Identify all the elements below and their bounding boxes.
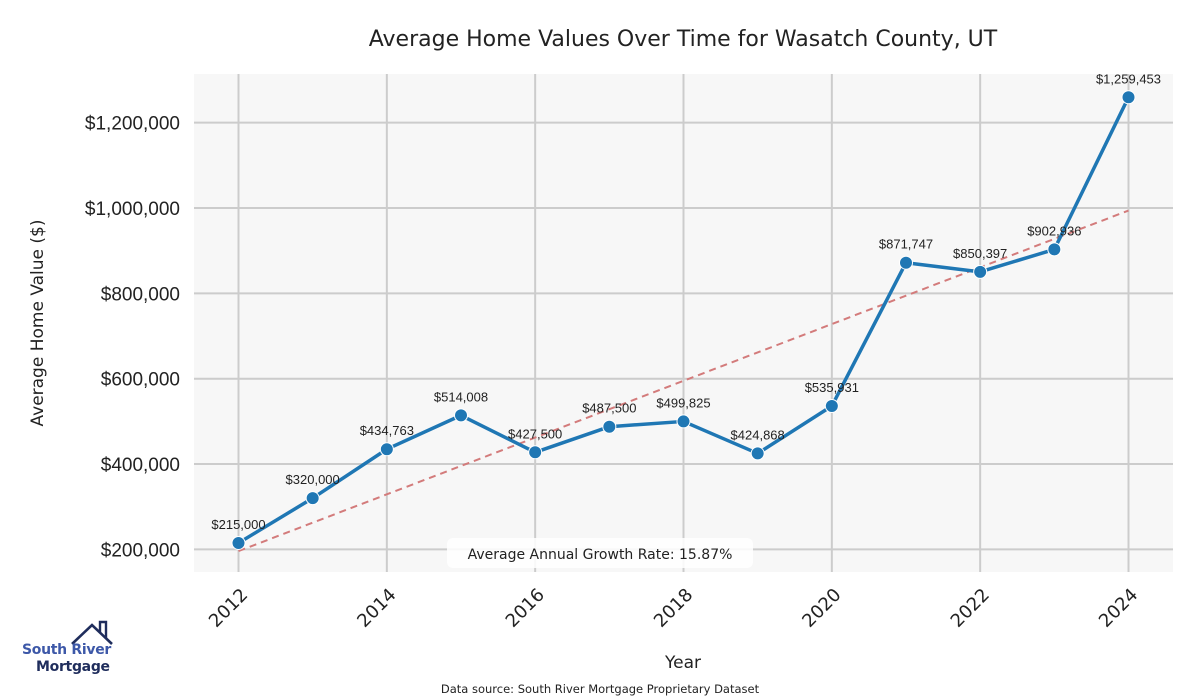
data-label: $215,000 (211, 517, 265, 532)
data-label: $1,259,453 (1096, 71, 1161, 86)
house-roof-icon (71, 620, 113, 645)
x-axis-label: Year (664, 653, 701, 673)
x-tick-label: 2014 (353, 584, 400, 631)
data-point (899, 255, 913, 270)
data-label: $499,825 (656, 395, 710, 410)
data-label: $487,500 (582, 401, 636, 416)
x-tick-label: 2018 (650, 584, 697, 631)
data-label: $427,500 (508, 426, 562, 441)
data-point (379, 442, 394, 457)
logo-text-line1: South River (22, 642, 112, 658)
x-tick-label: 2012 (205, 584, 252, 631)
data-point (1047, 242, 1062, 257)
data-label: $871,747 (879, 237, 933, 252)
south-river-mortgage-logo: South River Mortgage (22, 620, 118, 680)
y-tick-label: $800,000 (101, 284, 180, 305)
data-point (528, 445, 543, 460)
growth-rate-box (447, 538, 753, 568)
chart-title: Average Home Values Over Time for Wasatc… (369, 27, 998, 52)
data-labels: $215,000 $320,000 $434,763 $514,008 $427,500… (211, 71, 1161, 532)
data-label: $434,763 (360, 423, 414, 438)
data-point (824, 399, 839, 414)
data-point (231, 535, 246, 550)
y-axis-ticks: $200,000 $400,000 $600,000 $800,000 $1,000,0… (85, 114, 180, 562)
y-tick-label: $1,200,000 (85, 114, 180, 135)
growth-rate-text: Average Annual Growth Rate: 15.87% (468, 547, 733, 563)
x-tick-label: 2022 (947, 584, 994, 631)
gridlines (194, 74, 1173, 572)
data-point (1121, 90, 1136, 105)
data-point (602, 419, 617, 434)
data-source-note: Data source: South River Mortgage Propri… (441, 682, 760, 696)
data-label: $535,931 (805, 380, 859, 395)
x-tick-label: 2016 (502, 584, 549, 631)
y-tick-label: $600,000 (101, 370, 180, 391)
data-series (231, 90, 1136, 550)
data-label: $320,000 (286, 472, 340, 487)
y-tick-label: $200,000 (101, 540, 180, 561)
x-axis-ticks: 2012 2014 2016 2018 2020 2022 2024 (205, 584, 1142, 631)
y-tick-label: $400,000 (101, 455, 180, 476)
y-axis-label: Average Home Value ($) (28, 220, 48, 427)
data-point (305, 491, 320, 506)
x-tick-label: 2020 (798, 584, 845, 631)
data-label: $850,397 (953, 246, 1007, 261)
y-tick-label: $1,000,000 (85, 199, 180, 220)
growth-rate-annotation: Average Annual Growth Rate: 15.87% (447, 538, 753, 568)
data-point (973, 264, 988, 279)
data-point (750, 446, 765, 461)
data-label: $514,008 (434, 389, 488, 404)
data-label: $902,936 (1027, 223, 1081, 238)
data-point (454, 408, 468, 423)
data-point (676, 414, 691, 429)
x-tick-label: 2024 (1095, 584, 1142, 631)
data-label: $424,868 (731, 427, 785, 442)
logo-text-line2: Mortgage (36, 659, 110, 675)
